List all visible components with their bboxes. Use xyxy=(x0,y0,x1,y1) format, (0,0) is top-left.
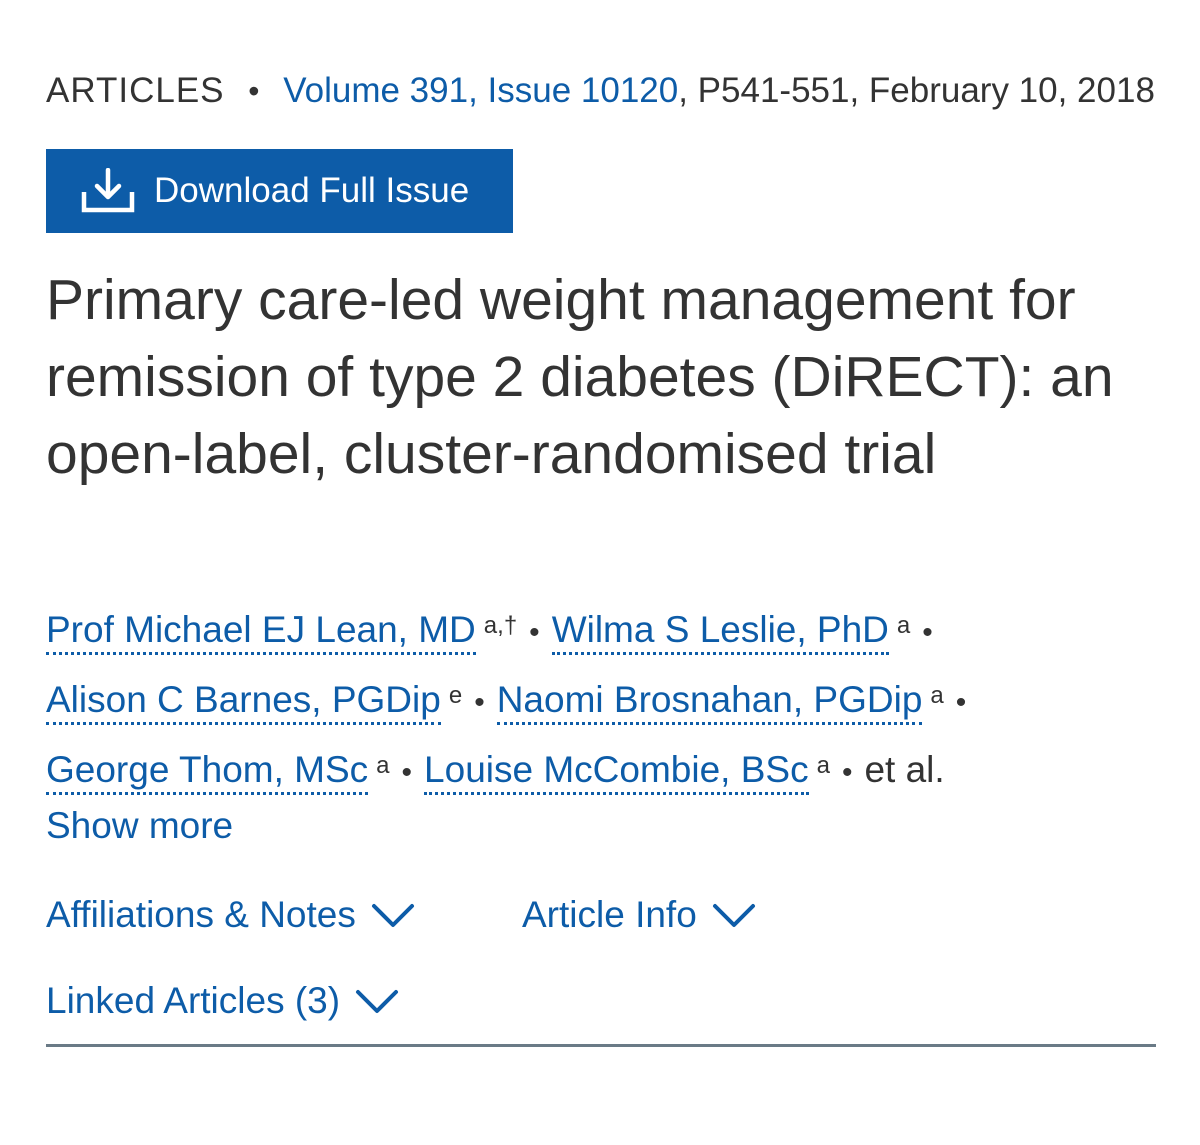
author-link[interactable]: George Thom, MSc xyxy=(46,749,369,795)
author-link[interactable]: Alison C Barnes, PGDip xyxy=(46,679,441,725)
author-affiliation-marker: a xyxy=(376,752,390,779)
author-separator: • xyxy=(955,686,967,719)
author-link[interactable]: Louise McCombie, BSc xyxy=(424,749,809,795)
download-button-label: Download Full Issue xyxy=(154,171,470,210)
linked-articles-label: Linked Articles (3) xyxy=(46,980,341,1021)
article-info-label: Article Info xyxy=(522,894,697,935)
show-more-authors-button[interactable]: Show more xyxy=(46,800,233,852)
author-separator: • xyxy=(841,756,853,789)
author-affiliation-marker: a,† xyxy=(483,612,518,639)
author-separator: • xyxy=(922,616,933,649)
author-separator: • xyxy=(529,616,540,649)
chevron-down-icon xyxy=(370,900,416,930)
author-link[interactable]: Prof Michael EJ Lean, MD xyxy=(46,609,476,655)
author-affiliation-marker: a xyxy=(816,752,830,779)
author-link[interactable]: Naomi Brosnahan, PGDip xyxy=(496,679,923,725)
author-affiliation-marker: a xyxy=(896,612,911,639)
issue-link[interactable]: Volume 391, Issue 10120 xyxy=(283,71,679,110)
affiliations-notes-label: Affiliations & Notes xyxy=(46,894,356,935)
download-icon xyxy=(80,168,136,214)
chevron-down-icon xyxy=(711,900,757,930)
section-divider xyxy=(46,1044,1156,1047)
section-label: ARTICLES xyxy=(46,71,225,110)
author-link[interactable]: Wilma S Leslie, PhD xyxy=(551,609,889,655)
linked-articles-toggle[interactable]: Linked Articles (3) xyxy=(46,975,400,1027)
affiliations-notes-toggle[interactable]: Affiliations & Notes xyxy=(46,889,416,941)
article-meta-line: ARTICLES • Volume 391, Issue 10120, P541… xyxy=(46,66,1166,116)
author-separator: • xyxy=(474,686,485,719)
author-separator: • xyxy=(401,756,413,789)
article-title: Primary care-led weight management for r… xyxy=(46,268,1114,486)
author-affiliation-marker: e xyxy=(448,682,463,709)
meta-separator: • xyxy=(248,73,260,109)
et-al: et al. xyxy=(864,749,945,790)
article-info-toggle[interactable]: Article Info xyxy=(522,889,757,941)
author-affiliation-marker: a xyxy=(930,682,944,709)
download-full-issue-button[interactable]: Download Full Issue xyxy=(46,149,513,233)
author-list: Prof Michael EJ Lean, MD a,† • Wilma S Lesl… xyxy=(46,596,1146,806)
chevron-down-icon xyxy=(354,986,400,1016)
pages-date: , P541-551, February 10, 2018 xyxy=(678,71,1155,110)
